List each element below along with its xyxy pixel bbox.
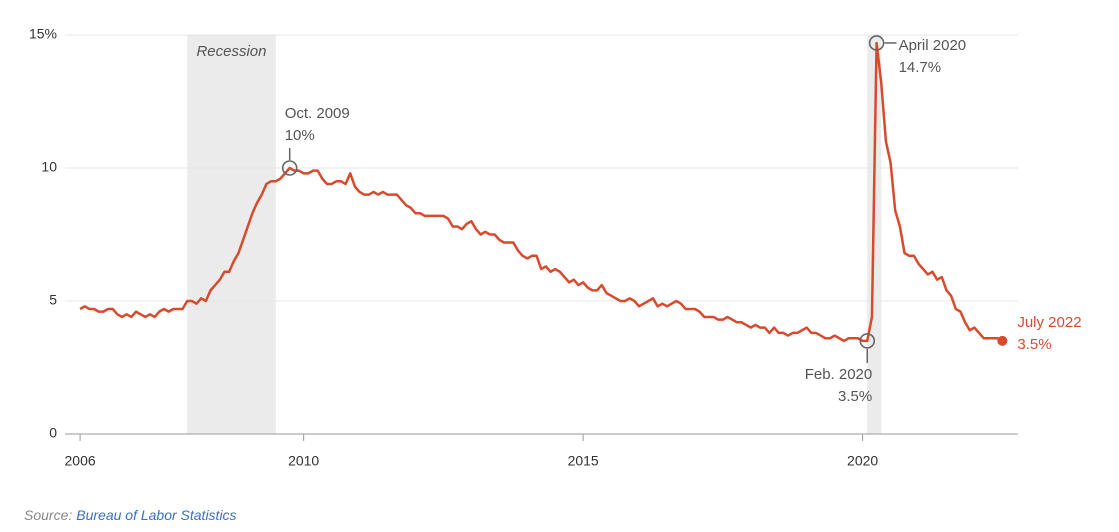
source: Source: Bureau of Labor Statistics bbox=[24, 507, 237, 523]
x-tick-label: 2010 bbox=[288, 453, 319, 469]
x-tick-label: 2020 bbox=[847, 453, 878, 469]
y-tick-label: 15% bbox=[29, 26, 57, 42]
annotation-label: Feb. 2020 bbox=[805, 366, 873, 383]
annotation-label: July 2022 bbox=[1017, 314, 1081, 331]
annotation-value: 3.5% bbox=[838, 388, 872, 405]
x-tick-label: 2006 bbox=[65, 453, 96, 469]
annotation-value: 10% bbox=[285, 127, 315, 144]
source-name: Bureau of Labor Statistics bbox=[76, 507, 236, 523]
x-tick-label: 2015 bbox=[568, 453, 599, 469]
annotation-value: 3.5% bbox=[1017, 336, 1051, 353]
annotation-value: 14.7% bbox=[899, 59, 942, 76]
annotation-marker bbox=[859, 333, 876, 349]
endpoint-dot bbox=[997, 335, 1008, 346]
annotation-marker bbox=[281, 160, 298, 176]
annotation-label: Oct. 2009 bbox=[285, 105, 350, 122]
y-tick-label: 5 bbox=[49, 292, 57, 308]
annotation-label: April 2020 bbox=[899, 37, 967, 54]
y-tick-label: 0 bbox=[49, 425, 57, 441]
y-tick-label: 10 bbox=[41, 159, 57, 175]
annotation-marker bbox=[868, 35, 885, 51]
recession-band bbox=[187, 35, 276, 434]
recession-label: Recession bbox=[196, 43, 266, 60]
source-prefix: Source: bbox=[24, 507, 72, 523]
unemployment-line bbox=[79, 41, 1003, 343]
